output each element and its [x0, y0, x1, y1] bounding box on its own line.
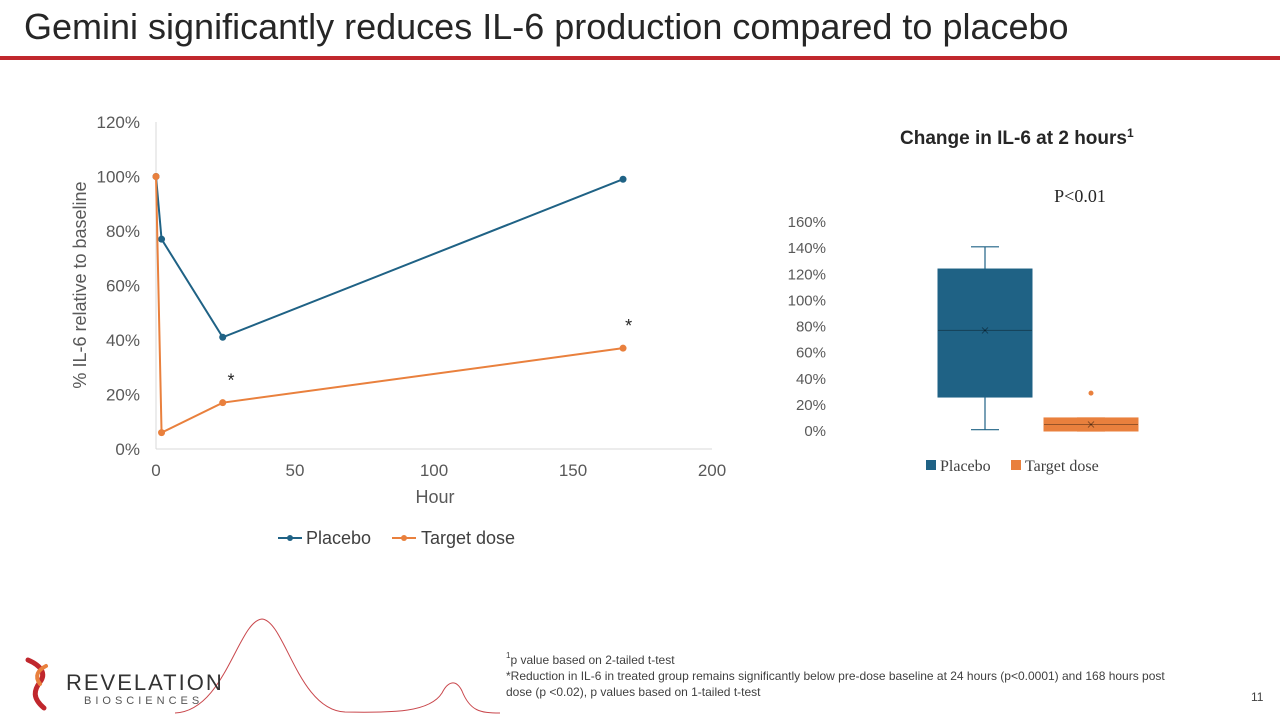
legend-target-label: Target dose — [421, 528, 515, 548]
y-tick-label: 80% — [106, 222, 140, 241]
y-tick-label: 120% — [97, 113, 140, 132]
legend-placebo-marker — [287, 535, 293, 541]
y-tick-label: 0% — [115, 440, 140, 459]
legend-placebo-label: Placebo — [306, 528, 371, 548]
x-tick-label: 0 — [151, 461, 160, 480]
mean-marker-target-dose — [1087, 421, 1095, 428]
y-tick-label: 20% — [796, 397, 826, 414]
x-tick-label: 50 — [286, 461, 305, 480]
decorative-peak-line — [174, 618, 501, 714]
y-tick-label: 40% — [106, 331, 140, 350]
x-axis-title: Hour — [415, 487, 454, 507]
legend: Placebo Target dose — [278, 528, 515, 548]
y-tick-label: 100% — [788, 292, 826, 309]
legend-placebo-label: Placebo — [940, 458, 991, 475]
y-tick-label: 20% — [106, 386, 140, 405]
significance-star: * — [228, 370, 235, 390]
box-target-dose — [1043, 417, 1139, 432]
series-line-target-dose — [155, 176, 624, 435]
page-title: Gemini significantly reduces IL-6 produc… — [24, 6, 1069, 47]
x-tick-label: 100 — [420, 461, 448, 480]
mean-marker-placebo — [981, 327, 989, 334]
line-chart: 0% 20% 40% 60% 80% 100% 120% 0 50 100 150 200 * * H… — [70, 113, 726, 548]
data-point-placebo — [219, 333, 227, 341]
series-line-placebo — [155, 176, 624, 339]
footnote-line-2: *Reduction in IL-6 in treated group rema… — [506, 669, 1165, 699]
logo-subtitle: BIOSCIENCES — [84, 695, 204, 707]
data-point-placebo — [619, 175, 627, 183]
footnote: 1p value based on 2-tailed t-test *Reduc… — [506, 652, 1166, 700]
footnote-line-1: 1p value based on 2-tailed t-test — [506, 651, 675, 668]
legend-target-label: Target dose — [1025, 458, 1099, 475]
helix-logo-icon — [25, 657, 48, 711]
legend-placebo-swatch — [926, 460, 936, 470]
y-tick-label: 100% — [97, 168, 140, 187]
y-tick-label: 160% — [788, 214, 826, 231]
data-point-placebo — [158, 235, 166, 243]
outlier-point-target-dose — [1088, 390, 1094, 396]
p-value-annotation: P<0.01 — [1054, 186, 1106, 206]
y-tick-label: 60% — [106, 277, 140, 296]
y-tick-label: 120% — [788, 266, 826, 283]
legend-target-swatch — [1011, 460, 1021, 470]
page-number: 11 — [1251, 690, 1264, 704]
y-tick-label: 140% — [788, 240, 826, 257]
box-chart: Change in IL-6 at 2 hours1 P<0.01 0% 20% 4… — [788, 126, 1139, 475]
title-rule — [0, 56, 1280, 60]
company-logo: REVELATION BIOSCIENCES — [22, 656, 222, 712]
data-point-target-dose — [619, 344, 627, 352]
significance-star: * — [625, 316, 632, 336]
y-tick-label: 80% — [796, 319, 826, 336]
y-tick-label: 0% — [804, 423, 826, 440]
y-tick-label: 60% — [796, 345, 826, 362]
data-point-target-dose — [152, 173, 160, 180]
y-axis-title: % IL-6 relative to baseline — [70, 181, 90, 388]
data-point-target-dose — [158, 429, 166, 437]
box-placebo — [937, 268, 1033, 398]
legend-target-marker — [401, 535, 407, 541]
logo-wordmark: REVELATION — [66, 670, 224, 695]
x-tick-label: 200 — [698, 461, 726, 480]
y-tick-label: 40% — [796, 371, 826, 388]
box-legend: Placebo Target dose — [926, 458, 1099, 475]
x-tick-label: 150 — [559, 461, 587, 480]
data-point-target-dose — [219, 399, 227, 407]
box-chart-title: Change in IL-6 at 2 hours1 — [900, 126, 1134, 149]
